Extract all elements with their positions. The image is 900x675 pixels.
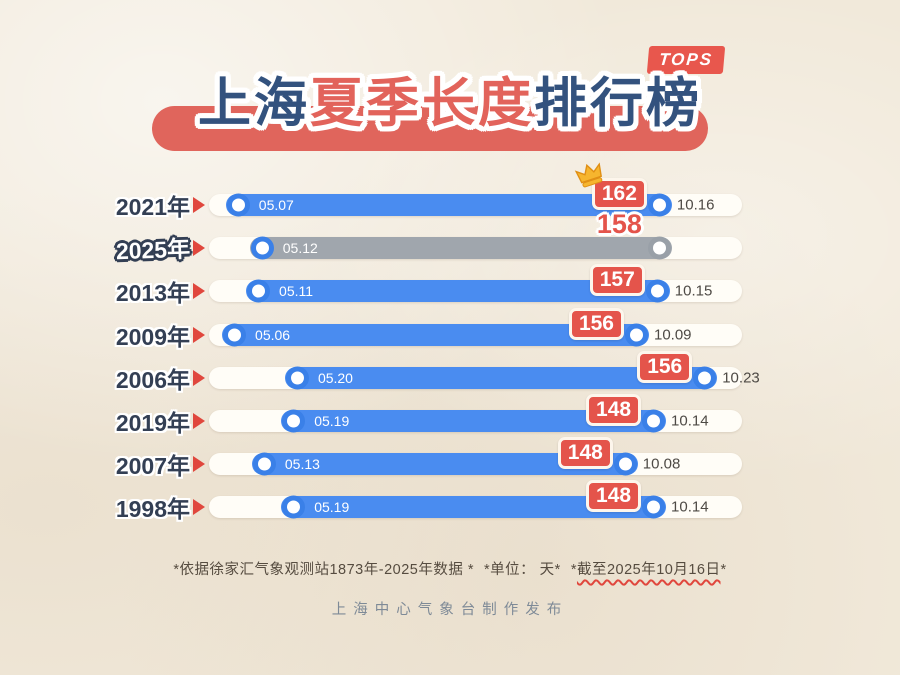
bar-track: 05.12 158 <box>209 211 742 260</box>
days-count-badge: 158 <box>596 209 642 240</box>
duration-bar: 05.06 <box>222 323 649 347</box>
footnote-deadline: *截至2025年10月16日* <box>571 562 727 578</box>
end-date-label: 10.15 <box>674 282 713 300</box>
start-date-dot <box>247 279 271 303</box>
footnote-unit: *单位： 天* <box>484 562 561 578</box>
year-label: 2019年 <box>115 410 190 436</box>
start-date-dot <box>223 323 247 347</box>
duration-bar: 05.13 <box>251 452 638 476</box>
start-date-label: 05.19 <box>314 499 350 516</box>
end-date-label: 10.16 <box>676 196 715 214</box>
bar-track: 05.06 156 10.09 <box>209 307 742 347</box>
end-date-dot <box>693 366 717 390</box>
year-label: 2009年 <box>115 323 190 350</box>
start-date-label: 05.11 <box>279 283 314 300</box>
start-date-label: 05.13 <box>284 456 320 473</box>
start-date-dot <box>282 409 306 433</box>
rank-row-2006: 2006年 05.20 156 10.23 <box>112 350 760 393</box>
end-date-label: 10.09 <box>653 326 692 344</box>
arrow-right-icon <box>193 456 205 473</box>
year-label: 2006年 <box>115 366 190 393</box>
start-date-dot <box>226 193 250 217</box>
year-label: 2013年 <box>115 280 190 307</box>
start-date-label: 05.19 <box>314 413 350 429</box>
bar-track: 05.11 157 10.15 <box>209 264 742 303</box>
year-label: 2007年 <box>115 453 190 480</box>
duration-bar: 05.19 <box>281 409 667 433</box>
bar-track: 05.19 148 10.14 <box>209 394 742 433</box>
duration-bar: 05.20 <box>284 366 718 390</box>
arrow-right-icon <box>193 240 205 257</box>
rank-row-2019: 2019年 05.19 148 10.14 <box>112 394 742 436</box>
duration-bar: 05.19 <box>281 495 667 519</box>
days-count-badge: 148 <box>586 480 642 513</box>
title-prefix: 上海 <box>198 74 310 133</box>
end-date-dot <box>642 495 666 519</box>
rank-row-2009: 2009年 05.06 156 10.09 <box>112 307 742 350</box>
days-count-badge: 148 <box>557 437 613 470</box>
end-date-label: 10.23 <box>722 369 760 387</box>
year-label: 1998年 <box>115 496 190 523</box>
page-title: 上海夏季长度排行榜 <box>0 72 900 136</box>
bar-track: 05.19 148 10.14 <box>209 480 742 519</box>
days-count-badge: 157 <box>589 264 645 297</box>
title-highlight: 夏季长度 <box>310 74 534 133</box>
duration-bar: 05.12 <box>249 236 672 260</box>
duration-bar: 05.11 <box>246 279 670 303</box>
title-suffix: 排行榜 <box>534 74 702 133</box>
start-date-dot <box>252 452 276 476</box>
arrow-right-icon <box>193 326 205 343</box>
publisher-credit: 上海中心气象台制作发布 <box>331 602 569 618</box>
end-date-label: 10.14 <box>671 412 709 430</box>
duration-bar: 05.07 <box>225 193 672 217</box>
footnote-source: *依据徐家汇气象观测站1873年-2025年数据 * <box>173 562 474 578</box>
start-date-dot <box>282 495 306 519</box>
days-count-badge: 148 <box>586 394 642 426</box>
arrow-right-icon <box>193 413 205 429</box>
end-date-dot <box>647 236 671 260</box>
end-date-dot <box>613 452 637 476</box>
year-label: 2025年 <box>115 235 191 265</box>
footnote-deadline-suffix: * <box>720 562 727 578</box>
arrow-right-icon <box>193 369 205 386</box>
bar-track: 05.07 162 10.16 <box>209 162 742 217</box>
tops-corner-badge: TOPS <box>646 46 726 74</box>
days-count-badge: 156 <box>568 307 624 340</box>
footnote-deadline-text: 截至2025年10月16日 <box>576 562 721 578</box>
end-date-dot <box>645 279 669 303</box>
end-date-label: 10.14 <box>671 498 709 516</box>
rank-row-2025: 2025年 05.12 158 <box>112 211 742 264</box>
start-date-label: 05.12 <box>282 240 318 257</box>
arrow-right-icon <box>193 197 205 213</box>
start-date-dot <box>285 366 309 390</box>
arrow-right-icon <box>193 499 205 516</box>
start-date-label: 05.06 <box>255 326 291 343</box>
end-date-dot <box>642 409 666 433</box>
start-date-label: 05.20 <box>317 369 353 386</box>
bar-track: 05.20 156 10.23 <box>209 350 760 390</box>
rank-row-2007: 2007年 05.13 148 10.08 <box>112 437 742 479</box>
crown-icon <box>574 162 603 188</box>
footnotes: *依据徐家汇气象观测站1873年-2025年数据 * *单位： 天* *截至2025… <box>0 558 900 579</box>
rank-row-2021: 2021年 05.07 162 10.16 <box>112 162 742 220</box>
title-underlay-pill <box>152 106 708 151</box>
year-label: 2021年 <box>115 194 190 220</box>
arrow-right-icon <box>193 283 205 300</box>
end-date-label: 10.08 <box>642 455 681 473</box>
rank-row-2013: 2013年 05.11 157 10.15 <box>112 264 742 306</box>
end-date-dot <box>625 323 648 347</box>
end-date-dot <box>647 193 671 217</box>
bar-track: 05.13 148 10.08 <box>209 437 742 476</box>
days-count-badge: 156 <box>637 350 693 383</box>
days-count-badge: 162 <box>591 178 647 210</box>
footnote-deadline-prefix: * <box>570 562 577 578</box>
rank-row-1998: 1998年 05.19 148 10.14 <box>112 480 742 522</box>
start-date-dot <box>250 236 274 260</box>
start-date-label: 05.07 <box>258 197 294 213</box>
